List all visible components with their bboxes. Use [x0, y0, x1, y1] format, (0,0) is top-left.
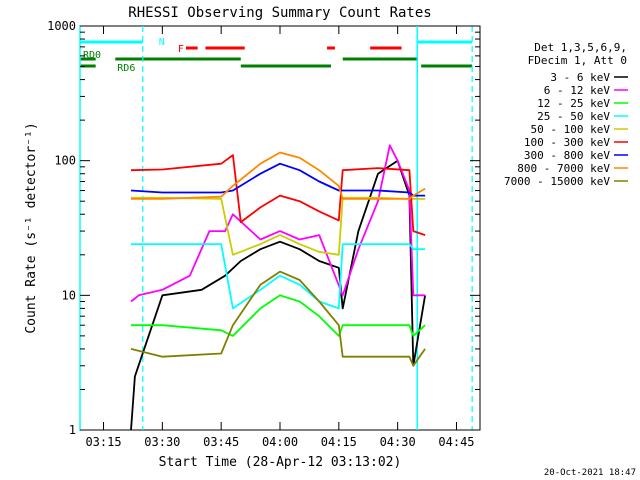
series-line-1 — [130, 144, 426, 303]
series-line-6 — [130, 162, 426, 197]
legend-header-1: Det 1,3,5,6,9, — [534, 41, 627, 54]
x-tick-label: 04:15 — [321, 435, 357, 449]
footer-date: 20-Oct-2021 18:47 — [544, 468, 636, 478]
legend-label: 300 - 800 keV — [524, 149, 610, 162]
series-line-2 — [131, 294, 426, 337]
y-tick-label: 100 — [54, 154, 76, 168]
flag-label-rd0: RD0 — [83, 50, 101, 61]
y-tick-label: 10 — [62, 288, 76, 302]
x-tick-label: 03:30 — [144, 435, 180, 449]
series-line-0 — [130, 159, 426, 431]
y-axis-label: Count Rate (s⁻¹ detector⁻¹) — [24, 122, 39, 333]
y-tick-label: 1 — [69, 423, 76, 437]
legend-label: 25 - 50 keV — [537, 110, 610, 123]
legend-label: 6 - 12 keV — [544, 84, 611, 97]
flag-bars: N F RD0 RD6 — [80, 37, 473, 74]
legend-label: 7000 - 15000 keV — [504, 175, 610, 188]
legend-label: 50 - 100 keV — [531, 123, 611, 136]
legend-label: 100 - 300 keV — [524, 136, 610, 149]
series-line-7 — [131, 151, 426, 200]
plot-frame — [79, 25, 481, 431]
legend-label: 800 - 7000 keV — [517, 162, 610, 175]
x-tick-label: 04:30 — [380, 435, 416, 449]
series-line-3 — [131, 243, 426, 310]
x-tick-label: 04:45 — [438, 435, 474, 449]
axes: 03:15 03:30 03:45 04:00 04:15 04:30 04:45 1 10 10… — [47, 19, 480, 449]
series-line-5 — [130, 154, 426, 236]
legend-header-2: FDecim 1, Att 0 — [528, 54, 627, 67]
legend-label: 12 - 25 keV — [537, 97, 610, 110]
series-lines — [130, 144, 426, 431]
attenuator-lines — [79, 26, 473, 430]
x-tick-label: 03:15 — [85, 435, 121, 449]
flag-label-f: F — [178, 44, 184, 55]
legend-label: 3 - 6 keV — [550, 71, 610, 84]
series-line-8 — [130, 270, 426, 367]
flag-label-n: N — [159, 37, 165, 48]
flag-label-rd6: RD6 — [117, 63, 135, 74]
x-axis-label: Start Time (28-Apr-12 03:13:02) — [159, 455, 402, 470]
legend: Det 1,3,5,6,9, FDecim 1, Att 0 3 - 6 keV… — [504, 41, 628, 188]
y-tick-label: 1000 — [47, 19, 76, 33]
series-line-4 — [131, 196, 426, 256]
x-tick-label: 03:45 — [203, 435, 239, 449]
x-tick-label: 04:00 — [262, 435, 298, 449]
chart-title: RHESSI Observing Summary Count Rates — [128, 5, 431, 21]
